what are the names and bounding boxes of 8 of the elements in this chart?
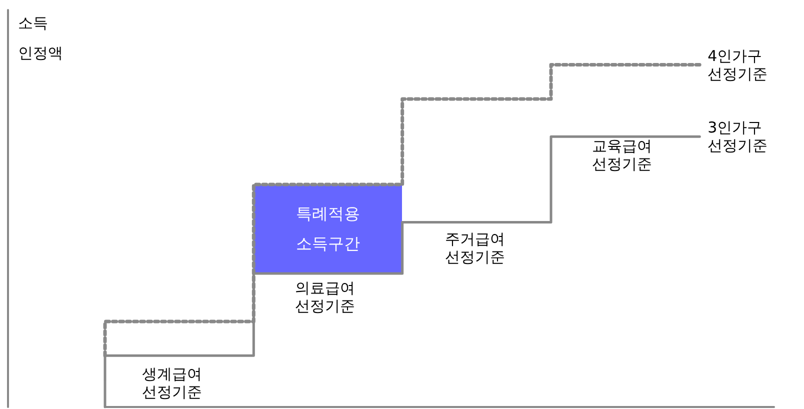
annotation: 의료급여 선정기준 xyxy=(295,279,355,315)
annotation: 교육급여 선정기준 xyxy=(592,137,652,173)
annotation: 주거급여 선정기준 xyxy=(445,230,505,266)
series-label: 3인가구 선정기준 xyxy=(708,118,768,155)
annotation: 생계급여 선정기준 xyxy=(142,365,202,401)
series-label: 4인가구 선정기준 xyxy=(708,46,768,83)
annotation: 특례적용 소득구간 xyxy=(296,203,360,256)
y-axis-title: 소득 인정액 xyxy=(18,14,63,62)
